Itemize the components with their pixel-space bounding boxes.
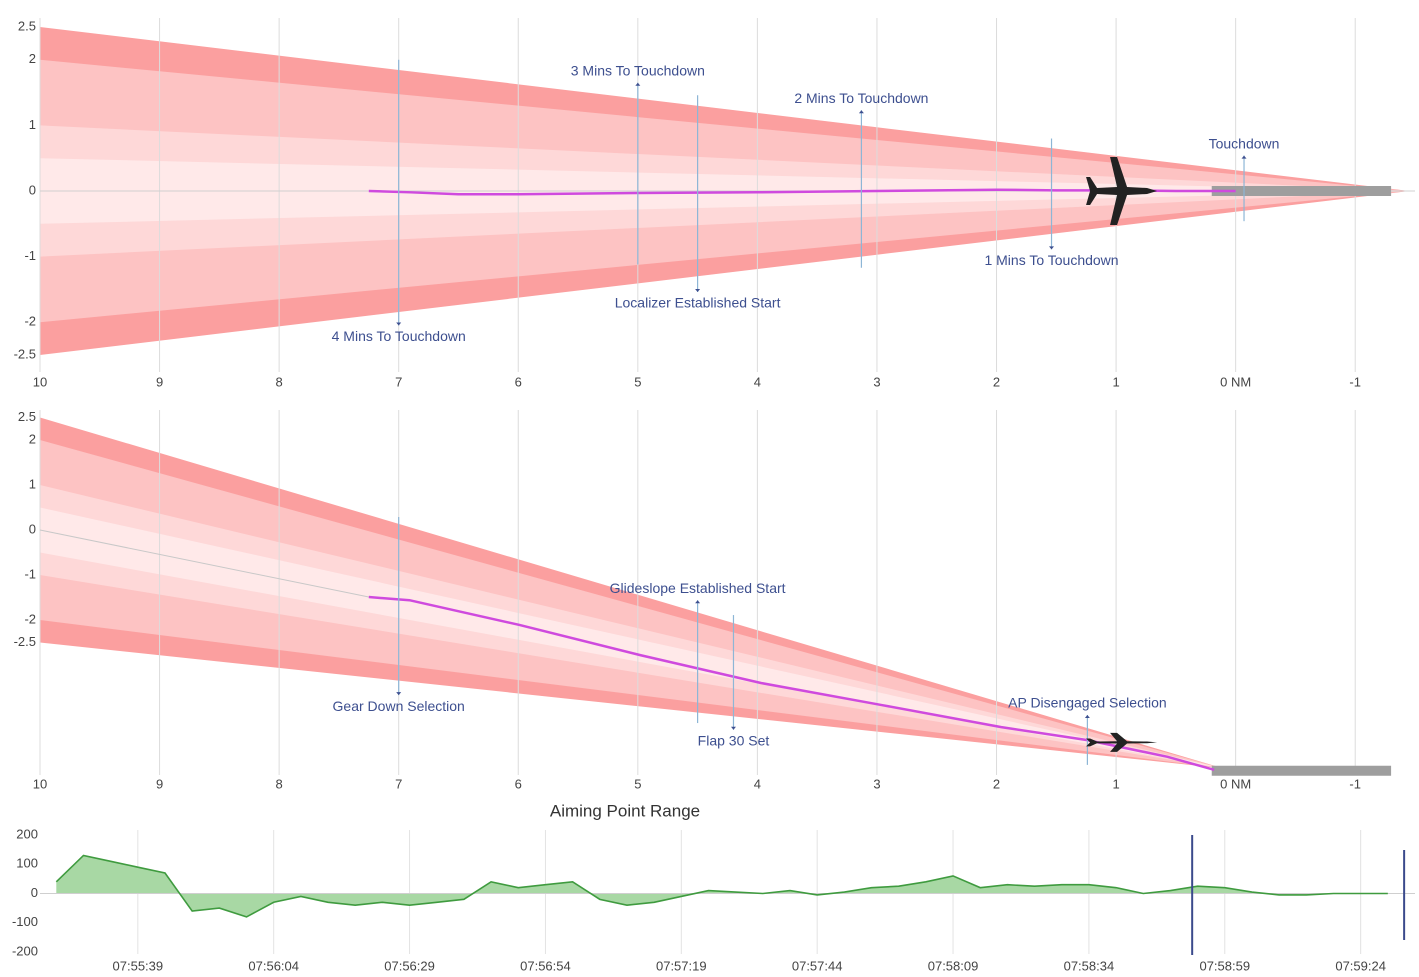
x-tick-label: 1 bbox=[1112, 776, 1119, 791]
x-tick-label: 07:58:09 bbox=[928, 958, 979, 972]
y-tick-label: 1 bbox=[29, 117, 36, 132]
cone-band bbox=[40, 440, 1224, 769]
x-tick-label: 07:57:19 bbox=[656, 958, 707, 972]
x-tick-label: 07:55:39 bbox=[113, 958, 164, 972]
annotation-label: 4 Mins To Touchdown bbox=[332, 328, 466, 344]
y-tick-label: 2.5 bbox=[18, 409, 36, 424]
x-tick-label: 9 bbox=[156, 374, 163, 389]
annotation-arrow bbox=[1241, 155, 1247, 159]
annotation-arrow bbox=[1084, 714, 1090, 718]
x-tick-label: 4 bbox=[754, 374, 761, 389]
y-tick-label: 2 bbox=[29, 431, 36, 446]
annotation-arrow bbox=[635, 82, 641, 86]
cone-band bbox=[40, 417, 1224, 769]
area-line bbox=[55, 854, 1388, 918]
annotation-arrow bbox=[695, 600, 701, 604]
flight-path bbox=[368, 595, 1215, 772]
x-tick-label: 3 bbox=[873, 776, 880, 791]
x-tick-label: 07:56:54 bbox=[520, 958, 571, 972]
x-tick-label: 07:56:29 bbox=[384, 958, 435, 972]
x-tick-label: 4 bbox=[754, 776, 761, 791]
annotation-label: 2 Mins To Touchdown bbox=[794, 90, 928, 106]
area-fill bbox=[56, 855, 1388, 917]
aircraft bbox=[1086, 157, 1158, 225]
x-tick-label: 0 NM bbox=[1220, 776, 1251, 791]
cone-band bbox=[40, 507, 1224, 769]
y-tick-label: 100 bbox=[16, 856, 38, 871]
x-axis-title: Aiming Point Range bbox=[550, 801, 700, 820]
x-tick-label: 07:59:24 bbox=[1335, 958, 1386, 972]
aircraft bbox=[1086, 732, 1158, 752]
annotation-arrow bbox=[396, 322, 402, 326]
x-tick-label: 07:58:34 bbox=[1064, 958, 1115, 972]
annotation-label: AP Disengaged Selection bbox=[1008, 695, 1167, 711]
x-tick-label: 0 NM bbox=[1220, 374, 1251, 389]
x-tick-label: 2 bbox=[993, 374, 1000, 389]
y-tick-label: 0 bbox=[31, 885, 38, 900]
y-tick-label: 1 bbox=[29, 476, 36, 491]
x-tick-label: 07:57:44 bbox=[792, 958, 843, 972]
y-tick-label: 0 bbox=[29, 182, 36, 197]
y-tick-label: -2 bbox=[24, 314, 36, 329]
annotation-arrow bbox=[695, 289, 701, 293]
y-tick-label: -2.5 bbox=[14, 346, 36, 361]
y-tick-label: -1 bbox=[24, 566, 36, 581]
x-tick-label: 5 bbox=[634, 374, 641, 389]
y-tick-label: 200 bbox=[16, 826, 38, 841]
x-tick-label: 07:56:04 bbox=[248, 958, 299, 972]
cone-band bbox=[40, 485, 1224, 769]
x-tick-label: 1 bbox=[1112, 374, 1119, 389]
y-tick-label: -2 bbox=[24, 611, 36, 626]
x-tick-label: 8 bbox=[276, 374, 283, 389]
x-tick-label: 6 bbox=[515, 776, 522, 791]
annotation-arrow bbox=[396, 692, 402, 696]
x-tick-label: -1 bbox=[1349, 776, 1361, 791]
x-tick-label: 3 bbox=[873, 374, 880, 389]
x-tick-label: 07:58:59 bbox=[1199, 958, 1250, 972]
annotation-label: Glideslope Established Start bbox=[610, 580, 786, 596]
annotation-arrow bbox=[1049, 246, 1055, 250]
x-tick-label: 6 bbox=[515, 374, 522, 389]
annotation-label: Localizer Established Start bbox=[615, 295, 781, 311]
x-tick-label: 7 bbox=[395, 776, 402, 791]
annotation-label: Flap 30 Set bbox=[698, 733, 770, 749]
x-tick-label: 9 bbox=[156, 776, 163, 791]
annotation-arrow bbox=[730, 726, 736, 730]
annotation-label: 1 Mins To Touchdown bbox=[984, 252, 1118, 268]
y-tick-label: 2 bbox=[29, 51, 36, 66]
reference-line bbox=[39, 529, 369, 598]
x-tick-label: 10 bbox=[33, 374, 47, 389]
x-tick-label: 2 bbox=[993, 776, 1000, 791]
x-tick-label: 7 bbox=[395, 374, 402, 389]
annotation-arrow bbox=[858, 110, 864, 114]
x-tick-label: 5 bbox=[634, 776, 641, 791]
annotation-label: 3 Mins To Touchdown bbox=[571, 62, 705, 78]
annotation-label: Touchdown bbox=[1209, 135, 1280, 151]
y-tick-label: -100 bbox=[12, 914, 38, 929]
x-tick-label: 8 bbox=[276, 776, 283, 791]
y-tick-label: -1 bbox=[24, 248, 36, 263]
annotation-label: Gear Down Selection bbox=[333, 698, 465, 714]
y-tick-label: 2.5 bbox=[18, 18, 36, 33]
y-tick-label: 0 bbox=[29, 521, 36, 536]
x-tick-label: 10 bbox=[33, 776, 47, 791]
y-tick-label: -2.5 bbox=[14, 634, 36, 649]
y-tick-label: -200 bbox=[12, 943, 38, 958]
x-tick-label: -1 bbox=[1349, 374, 1361, 389]
